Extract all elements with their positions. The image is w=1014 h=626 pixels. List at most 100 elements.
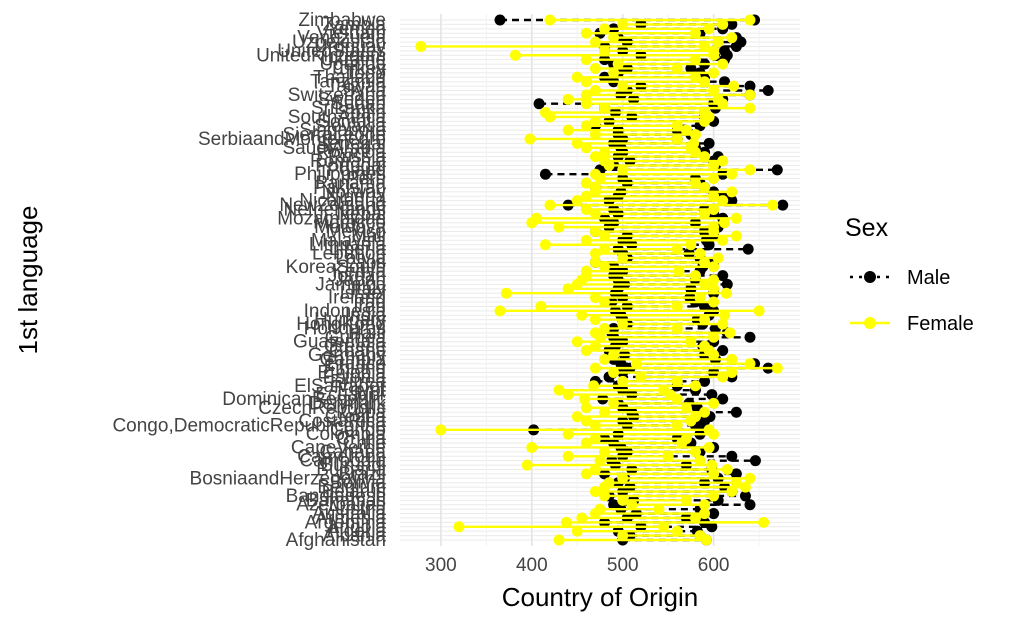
data-point: [685, 62, 697, 74]
y-tick-label: Uruguay: [314, 36, 386, 57]
data-point: [699, 181, 711, 193]
series-layer: [415, 14, 789, 546]
data-point: [653, 503, 665, 515]
data-point: [608, 32, 620, 44]
data-point: [580, 177, 592, 189]
data-point: [708, 173, 720, 185]
data-point: [771, 362, 783, 374]
data-point: [589, 486, 601, 498]
y-tick-label: Colombia: [306, 424, 387, 445]
y-tick-label: Norway: [322, 182, 387, 203]
data-point: [771, 164, 783, 176]
data-point: [589, 433, 601, 445]
data-point: [689, 71, 701, 83]
y-tick-label: Zimbabwe: [298, 10, 386, 31]
data-point: [580, 76, 592, 88]
data-point: [535, 300, 547, 312]
data-point: [599, 353, 611, 365]
data-point: [589, 314, 601, 326]
data-point: [708, 490, 720, 502]
y-tick-label: Lithuania: [309, 235, 387, 256]
data-point: [617, 80, 629, 92]
data-point: [744, 499, 756, 511]
data-point: [544, 14, 556, 26]
y-tick-label: Greece: [324, 336, 386, 357]
data-point: [699, 107, 711, 119]
y-tick-label: Uzbekistan: [292, 32, 386, 53]
data-point: [571, 411, 583, 423]
data-point: [494, 14, 506, 26]
data-point: [599, 102, 611, 114]
y-tick-label: Mozambique: [277, 208, 386, 229]
legend-title: Sex: [845, 214, 889, 242]
data-point: [717, 18, 729, 30]
data-point: [708, 274, 720, 286]
data-point: [580, 27, 592, 39]
y-tick-label: Bangladesh: [286, 486, 386, 507]
y-tick-label: Jordan: [328, 266, 386, 287]
data-point: [703, 424, 715, 436]
data-point: [708, 203, 720, 215]
legend-label: Female: [907, 313, 974, 335]
data-point: [749, 455, 761, 467]
y-tick-label: Peru: [346, 169, 386, 190]
data-point: [453, 521, 465, 533]
y-tick-label: Portugal: [315, 155, 386, 176]
y-tick-label: Australia: [312, 504, 386, 525]
y-tick-label: Congo,DemocraticRepublicofthe: [112, 415, 386, 436]
data-point: [500, 287, 512, 299]
y-tick-label: Algeria: [327, 521, 387, 542]
y-tick-label: Nigeria: [326, 186, 387, 207]
data-point: [576, 512, 588, 524]
data-point: [717, 155, 729, 167]
data-point: [712, 93, 724, 105]
y-tick-label: Poland: [327, 160, 386, 181]
data-point: [612, 58, 624, 70]
data-point: [699, 340, 711, 352]
data-point: [726, 168, 738, 180]
data-point: [721, 278, 733, 290]
y-tick-label: Switzerland: [288, 85, 386, 106]
y-tick-label: France: [327, 354, 386, 375]
y-tick-label: Bolivia: [330, 473, 386, 494]
data-point: [730, 468, 742, 480]
y-tick-label: Argentina: [305, 512, 387, 533]
data-point: [658, 521, 670, 533]
data-point: [671, 133, 683, 145]
data-point: [580, 265, 592, 277]
y-tick-label: CostaRica: [298, 411, 386, 432]
y-tick-label: Iran: [353, 296, 386, 317]
data-point: [539, 107, 551, 119]
data-point: [589, 151, 601, 163]
y-tick-label: SriLanka: [311, 98, 386, 119]
y-tick-label: Spain: [337, 103, 386, 124]
legend-item-male: Male: [850, 267, 950, 289]
y-tick-label: Nicaragua: [299, 191, 386, 212]
legend-items: Male Female: [850, 267, 974, 335]
data-point: [726, 18, 738, 30]
y-tick-label: Russia: [328, 147, 387, 168]
y-tick-label: Singapore: [299, 120, 386, 141]
data-point: [717, 393, 729, 405]
data-point: [744, 331, 756, 343]
y-tick-label: SierraLeone: [282, 125, 386, 146]
data-point: [671, 300, 683, 312]
y-tick-label: Mexico: [326, 222, 386, 243]
y-tick-label: Belgium: [317, 477, 386, 498]
y-tick-label: Italy: [351, 279, 386, 300]
data-point: [719, 309, 731, 321]
data-point: [744, 164, 756, 176]
data-point: [706, 459, 718, 471]
data-point: [599, 490, 611, 502]
data-point: [608, 349, 620, 361]
data-point: [712, 36, 724, 48]
y-tick-label: Azerbaijan: [296, 495, 386, 516]
data-point: [599, 155, 611, 167]
data-point: [580, 468, 592, 480]
y-tick-label: Vietnam: [317, 23, 386, 44]
data-point: [717, 270, 729, 282]
legend-key-point: [864, 317, 876, 329]
y-tick-label: CapeVerde: [291, 437, 386, 458]
data-point: [589, 129, 601, 141]
